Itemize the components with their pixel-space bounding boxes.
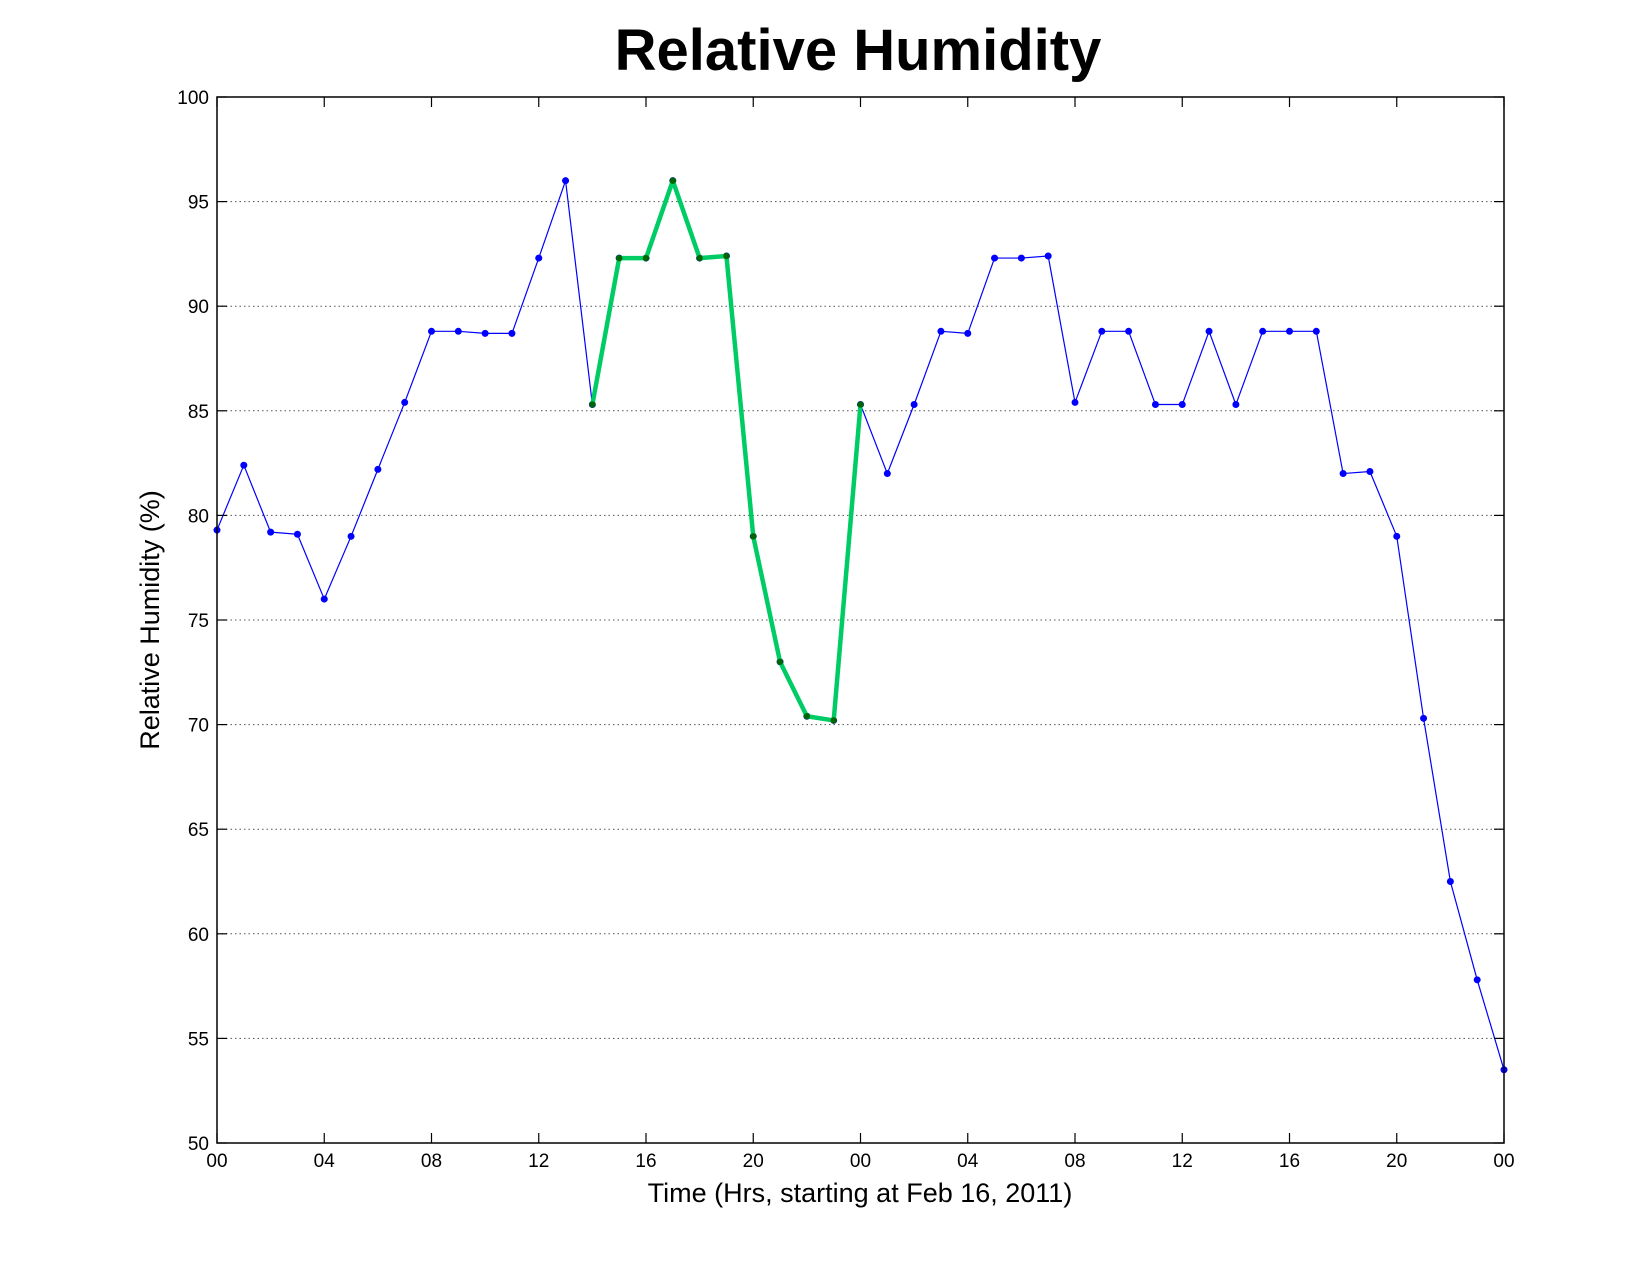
- series-0-point: [1125, 327, 1133, 335]
- series-0-point: [1151, 401, 1159, 409]
- y-tick-label: 70: [188, 716, 209, 737]
- series-0-point: [454, 327, 462, 335]
- series-0-line: [216, 180, 1505, 1070]
- y-tick-label: 100: [177, 88, 209, 109]
- x-tick-label: 20: [1386, 1151, 1407, 1172]
- series-0-point: [267, 528, 275, 536]
- series-0-point: [1071, 398, 1079, 406]
- x-axis-label: Time (Hrs, starting at Feb 16, 2011): [648, 1178, 1073, 1208]
- series-0-point: [1366, 467, 1374, 475]
- x-tick-label: 08: [1064, 1151, 1085, 1172]
- series-0-point: [991, 254, 999, 262]
- series-0-point: [347, 532, 355, 540]
- y-tick-label: 60: [188, 925, 209, 946]
- x-tick-label: 04: [314, 1151, 336, 1172]
- x-tick-label: 00: [1493, 1151, 1514, 1172]
- series-1-point: [669, 177, 677, 184]
- series-0-point: [1232, 401, 1240, 409]
- series-1-point: [776, 658, 784, 666]
- y-tick-label: 85: [188, 402, 209, 423]
- series-0-point: [428, 327, 435, 335]
- series-layer: [213, 177, 1508, 1074]
- series-0-point: [1473, 976, 1481, 984]
- series-1-point: [642, 254, 650, 262]
- y-axis-label: Relative Humidity (%): [135, 490, 165, 750]
- series-0-point: [937, 327, 945, 335]
- series-0-point: [508, 329, 516, 337]
- series-0-point: [1312, 327, 1320, 335]
- series-0-point: [964, 329, 972, 337]
- series-1-point: [723, 252, 730, 260]
- x-tick-label: 16: [1279, 1151, 1300, 1172]
- ticks-layer: 50 55 60 65 70 75 80 85 90 95 100 00 04 08 12 16 20 00 04 0…: [177, 88, 1514, 1172]
- series-0-point: [535, 254, 543, 262]
- y-tick-label: 80: [188, 506, 209, 527]
- series-1-point: [589, 401, 596, 408]
- series-0-point: [562, 177, 570, 185]
- series-0-point: [910, 401, 918, 409]
- series-1-point: [830, 717, 837, 724]
- x-tick-label: 04: [957, 1151, 979, 1172]
- x-tick-label: 20: [743, 1151, 764, 1172]
- y-tick-label: 50: [188, 1134, 209, 1155]
- series-0-point: [1259, 327, 1267, 335]
- series-1-point: [857, 401, 864, 408]
- y-tick-label: 65: [188, 820, 209, 841]
- series-1-point: [615, 254, 623, 262]
- gridlines: [217, 201, 1504, 1039]
- series-1-point: [750, 533, 757, 540]
- x-tick-label: 12: [1172, 1151, 1193, 1172]
- series-1-line: [590, 178, 863, 723]
- series-0-point: [1393, 532, 1401, 540]
- series-0-point: [320, 595, 328, 603]
- series-0-point: [1446, 878, 1454, 885]
- series-0-point: [1205, 327, 1213, 335]
- series-0-point: [1339, 470, 1347, 478]
- series-0-point: [883, 470, 891, 478]
- y-tick-label: 75: [188, 611, 209, 632]
- y-tick-label: 90: [188, 297, 209, 318]
- y-tick-label: 95: [188, 193, 209, 214]
- series-0-point: [481, 329, 489, 337]
- series-0-point: [1098, 327, 1106, 335]
- x-tick-label: 12: [528, 1151, 549, 1172]
- series-0-point: [1017, 254, 1025, 262]
- series-0-point: [240, 461, 248, 469]
- series-1-point: [803, 713, 811, 720]
- x-tick-label: 00: [850, 1151, 871, 1172]
- series-0-point: [401, 398, 409, 406]
- x-tick-label: 08: [421, 1151, 442, 1172]
- series-1-point: [696, 254, 703, 262]
- chart-title: Relative Humidity: [615, 18, 1102, 83]
- series-0-point: [374, 465, 382, 473]
- y-tick-label: 55: [188, 1029, 209, 1050]
- x-tick-label: 00: [206, 1151, 227, 1172]
- series-0-point: [1420, 714, 1428, 722]
- series-0-point: [1286, 327, 1293, 335]
- series-0-point: [1178, 401, 1186, 409]
- x-tick-label: 16: [635, 1151, 656, 1172]
- series-0-point: [293, 530, 301, 538]
- series-0-point: [1044, 252, 1052, 260]
